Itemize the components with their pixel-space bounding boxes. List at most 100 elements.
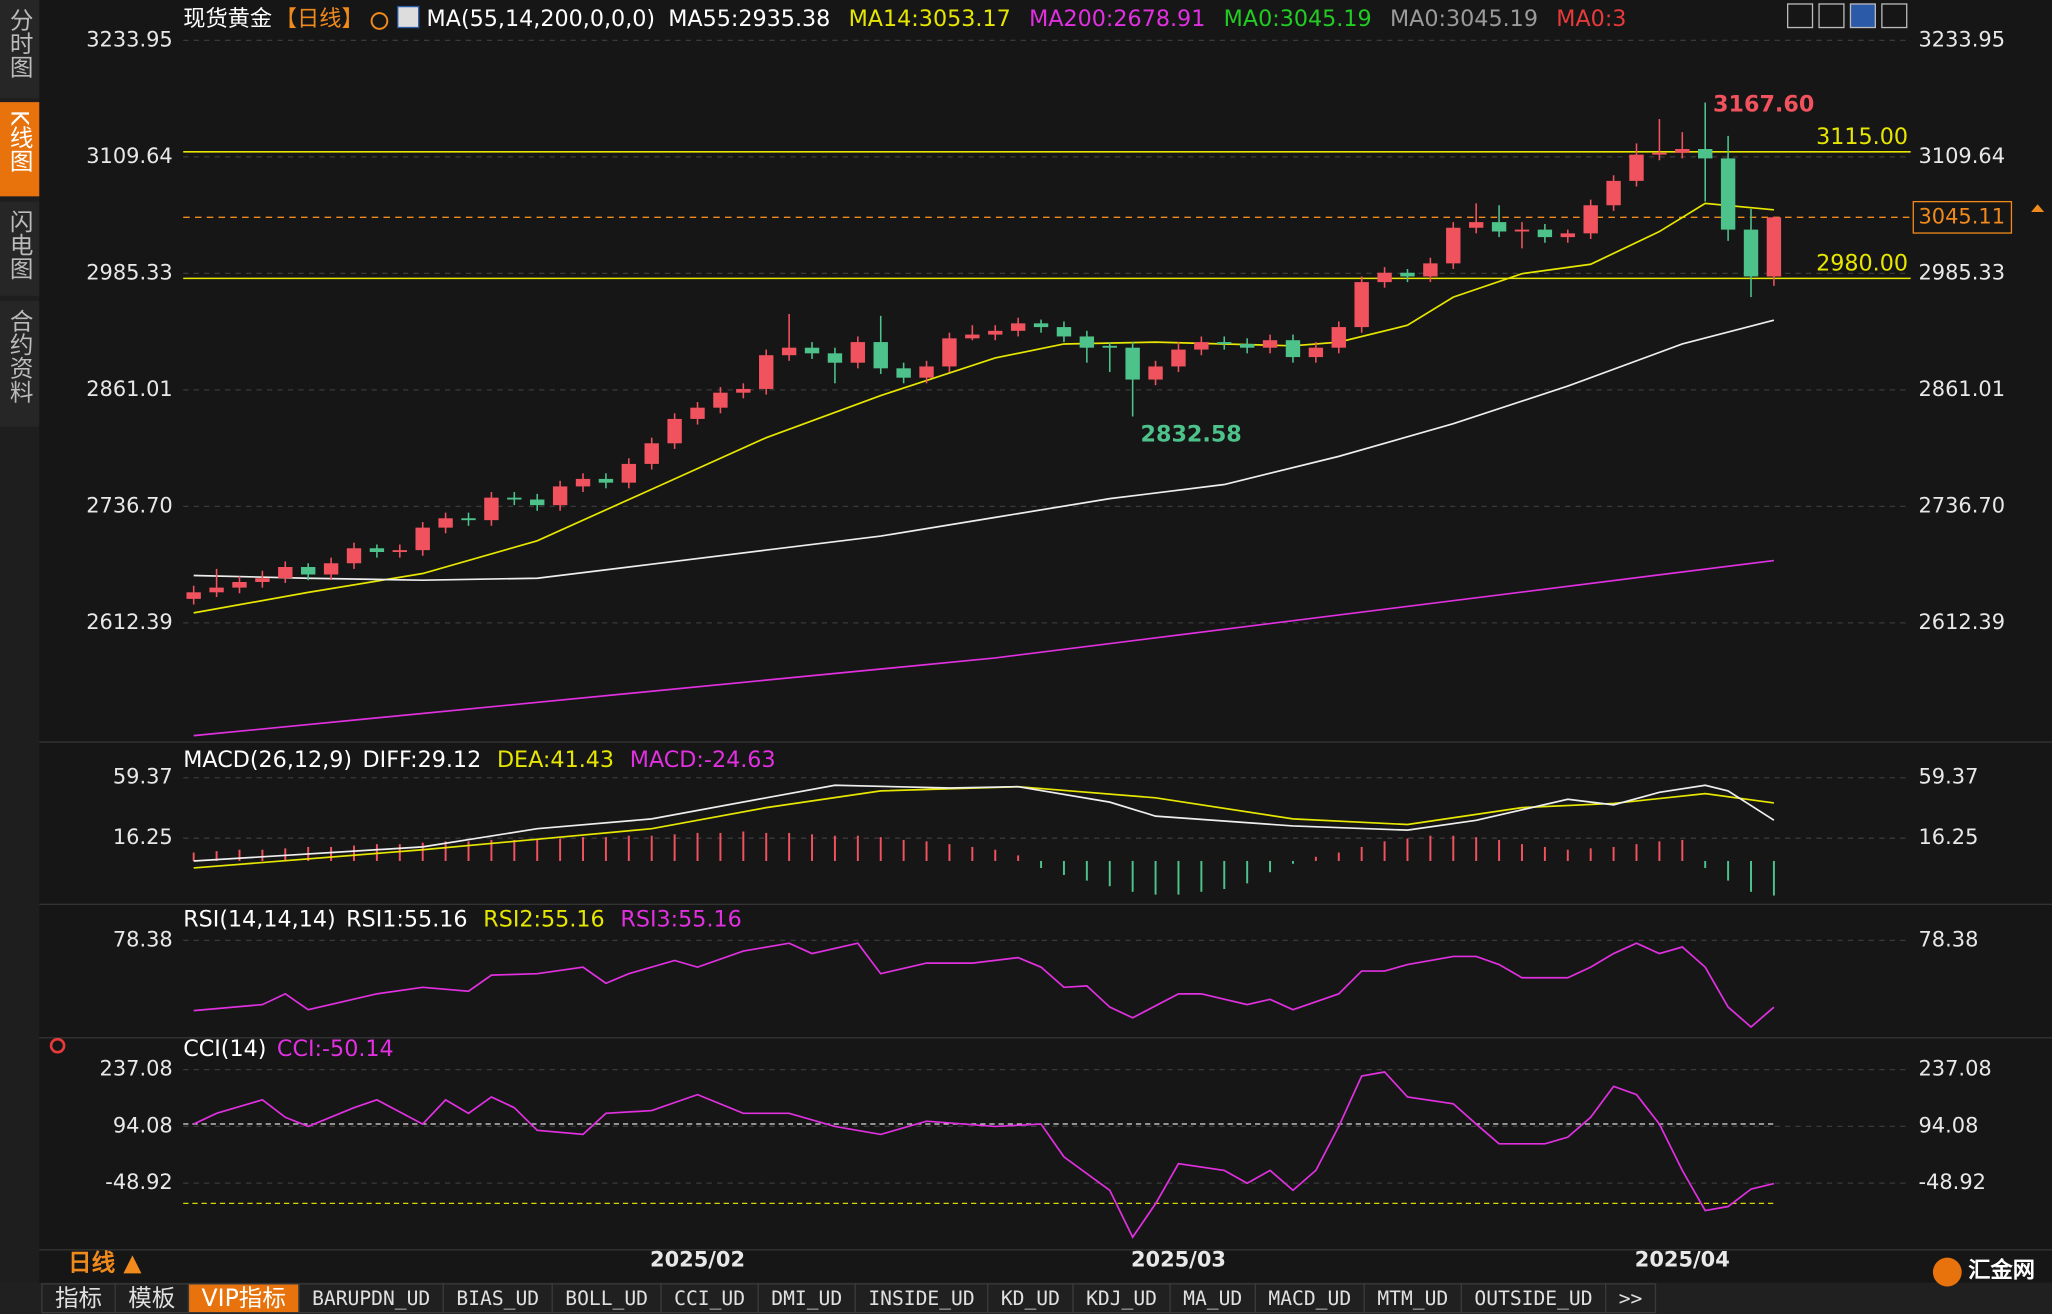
panel-value: CCI:-50.14 (277, 1036, 394, 1062)
candle-body (1377, 272, 1392, 283)
diff-line (193, 784, 1775, 862)
candle-body (667, 418, 682, 444)
candle-body (484, 497, 499, 521)
candle-body (1698, 149, 1713, 159)
y-tick-label: 3233.95 (86, 27, 173, 51)
candle-body (255, 578, 270, 583)
candle-body (461, 518, 476, 521)
tab[interactable] (114, 1283, 190, 1314)
candle-body (1423, 263, 1438, 277)
candle-body (1010, 323, 1026, 331)
legend-item: MA14:3053.17 (849, 6, 1011, 32)
y-tick-label: 237.08 (100, 1057, 173, 1081)
candle-body (942, 338, 957, 367)
tab[interactable] (41, 1283, 116, 1314)
legend-item: MA200:2678.91 (1029, 6, 1205, 32)
candle-body (1217, 342, 1232, 344)
sidebar-tab[interactable] (0, 201, 40, 296)
tab-label: OUTSIDE_UD (1474, 1287, 1592, 1310)
tab-label: 模板 (128, 1284, 175, 1312)
candle-body (1583, 205, 1598, 234)
ma-line (193, 319, 1775, 582)
candle-body (1239, 343, 1255, 348)
candle-body (1629, 154, 1644, 181)
candle-body (1285, 340, 1301, 358)
candle-body (369, 548, 385, 553)
candle-body (530, 499, 545, 506)
tab-label: DMI_UD (771, 1287, 842, 1310)
candle-body (323, 563, 339, 575)
tab[interactable] (1072, 1283, 1171, 1314)
period-button[interactable]: 日线 ▲ (68, 1249, 142, 1277)
tab[interactable] (187, 1283, 300, 1314)
candle-body (1262, 340, 1278, 348)
y-tick-label-right: 3109.64 (1919, 144, 2006, 168)
toolbar-icons (1786, 3, 1908, 29)
sidebar-tab[interactable] (0, 0, 40, 99)
candle-body (1560, 233, 1575, 238)
panel-value: DIFF:29.12 (363, 747, 482, 773)
tab[interactable] (298, 1283, 444, 1314)
level-label: 2980.00 (1816, 250, 1908, 276)
candle-body (1331, 327, 1346, 348)
candle-body (621, 463, 637, 483)
level-label: 3115.00 (1816, 124, 1908, 150)
tab[interactable] (1460, 1283, 1607, 1314)
y-tick-label-right: 2861.01 (1919, 377, 2006, 401)
ma-line (193, 559, 1775, 737)
candle-body (1446, 227, 1461, 264)
candle-body (1491, 222, 1507, 232)
tab[interactable] (1604, 1283, 1657, 1314)
legend-item: MA0:3 (1556, 6, 1626, 32)
last-price-box (1912, 200, 2013, 234)
candle-body (392, 550, 407, 553)
add-icon[interactable] (370, 12, 389, 30)
tab[interactable] (1363, 1283, 1462, 1314)
candle-body (1354, 282, 1369, 328)
indicator-icon (397, 5, 420, 29)
candle-body (713, 392, 728, 408)
sidebar-tab[interactable] (0, 102, 40, 197)
icon[interactable] (1849, 3, 1876, 29)
logo-icon (1932, 1257, 1962, 1287)
tab-label: >> (1619, 1287, 1643, 1310)
tab[interactable] (442, 1283, 553, 1314)
candle-body (1194, 342, 1209, 350)
tab[interactable] (1254, 1283, 1365, 1314)
legend-item: MA0:3045.19 (1390, 6, 1538, 32)
tab[interactable] (757, 1283, 856, 1314)
candle-body (1308, 347, 1324, 358)
y-tick-label-right: 78.38 (1919, 927, 1979, 951)
y-tick-label-right: 94.08 (1919, 1113, 1979, 1137)
candle-body (1514, 229, 1530, 232)
sidebar-tab[interactable] (0, 301, 40, 427)
icon[interactable] (1818, 3, 1845, 29)
candle-body (644, 443, 659, 464)
candle-body (1056, 327, 1072, 337)
panel-value: RSI2:55.16 (483, 907, 604, 933)
candle-body (965, 334, 980, 339)
tab[interactable] (551, 1283, 662, 1314)
candle-body (1675, 149, 1690, 153)
icon[interactable] (1881, 3, 1908, 29)
rsi-line (193, 942, 1775, 1029)
x-tick-label: 2025/02 (650, 1247, 745, 1271)
candle-body (1102, 345, 1117, 348)
icon[interactable] (1786, 3, 1814, 29)
y-tick-label: 59.37 (113, 765, 173, 789)
tab-label: MA_UD (1183, 1287, 1242, 1310)
y-tick-label: -48.92 (105, 1170, 172, 1194)
logo-text: 汇金网 (1968, 1256, 2035, 1283)
candle-body (896, 368, 911, 378)
y-tick-label: 78.38 (113, 927, 173, 951)
y-tick-label: 16.25 (113, 825, 173, 849)
x-tick-label: 2025/03 (1131, 1247, 1226, 1271)
tab[interactable] (854, 1283, 989, 1314)
tab[interactable] (987, 1283, 1074, 1314)
tab-label: BIAS_UD (456, 1287, 539, 1310)
candle-body (1468, 222, 1484, 228)
y-tick-label: 2985.33 (86, 260, 173, 284)
symbol: 现货黄金 (183, 6, 272, 32)
